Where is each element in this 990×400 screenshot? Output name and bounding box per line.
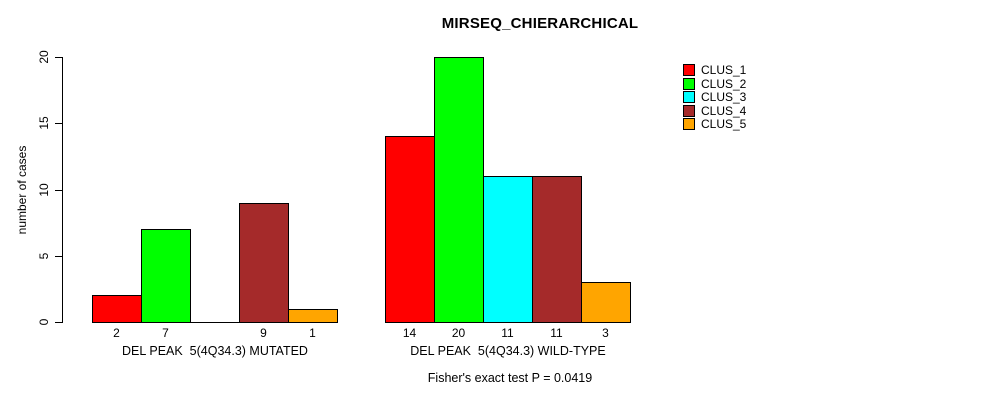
chart-title: MIRSEQ_CHIERARCHICAL xyxy=(441,15,639,32)
group-label-2: DEL PEAK 5(4Q34.3) WILD-TYPE xyxy=(410,344,606,358)
bar-clus_5-group2 xyxy=(581,282,631,323)
bar-value-label: 1 xyxy=(309,326,316,340)
bar-clus_1-group1 xyxy=(92,295,142,323)
y-tick xyxy=(55,256,62,257)
y-axis-line xyxy=(62,57,63,323)
bar-clus_2-group1 xyxy=(141,229,191,323)
y-tick-label: 15 xyxy=(37,116,51,130)
bar-clus_3-group2 xyxy=(483,176,533,323)
zero-bar-line xyxy=(190,322,240,323)
legend-item-label: CLUS_4 xyxy=(701,103,747,118)
y-tick-label: 0 xyxy=(37,318,51,326)
bar-clus_2-group2 xyxy=(434,57,484,323)
legend-item-label: CLUS_5 xyxy=(701,117,747,131)
y-tick xyxy=(55,123,62,124)
bar-value-label: 11 xyxy=(501,326,514,340)
y-tick-label: 20 xyxy=(37,50,51,64)
legend-swatch-clus_2 xyxy=(683,77,695,90)
bar-value-label: 2 xyxy=(113,326,120,340)
y-tick xyxy=(55,190,62,191)
y-axis-label: number of cases xyxy=(15,145,29,235)
bar-clus_4-group1 xyxy=(239,203,289,323)
bar-value-label: 7 xyxy=(162,326,169,340)
y-tick xyxy=(55,322,62,323)
legend-item-label: CLUS_1 xyxy=(701,63,747,77)
bar-value-label: 14 xyxy=(402,326,417,340)
y-tick xyxy=(55,57,62,58)
bar-value-label: 9 xyxy=(260,326,267,340)
fisher-test-annotation: Fisher's exact test P = 0.0419 xyxy=(427,371,593,385)
legend-swatch-clus_1 xyxy=(683,64,695,76)
bar-value-label: 11 xyxy=(550,326,563,340)
legend-item-label: CLUS_3 xyxy=(701,90,747,104)
group-label-1: DEL PEAK 5(4Q34.3) MUTATED xyxy=(122,344,308,358)
bar-clus_5-group1 xyxy=(288,309,338,323)
bar-clus_1-group2 xyxy=(385,136,435,323)
bar-value-label: 3 xyxy=(602,326,609,340)
y-tick-label: 5 xyxy=(37,252,51,260)
legend-swatch-clus_3 xyxy=(683,91,695,103)
legend-swatch-clus_5 xyxy=(683,118,695,130)
bar-clus_4-group2 xyxy=(532,176,582,323)
legend-swatch-clus_4 xyxy=(683,104,695,117)
bar-value-label: 20 xyxy=(451,326,466,340)
legend-item-label: CLUS_2 xyxy=(701,76,747,91)
y-tick-label: 10 xyxy=(37,183,51,197)
